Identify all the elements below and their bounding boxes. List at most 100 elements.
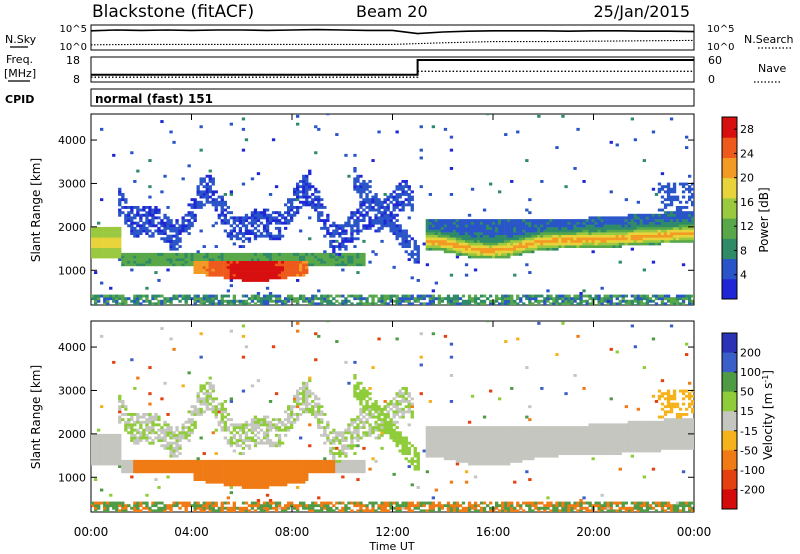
range-cell <box>326 302 330 305</box>
range-cell <box>139 224 143 228</box>
range-cell <box>241 268 246 272</box>
range-cell <box>133 226 137 230</box>
range-cell <box>130 268 134 272</box>
range-cell <box>232 219 237 222</box>
range-cell <box>498 255 502 259</box>
range-cell <box>151 302 155 305</box>
range-cell <box>259 475 264 479</box>
range-cell <box>118 234 122 238</box>
range-cell <box>691 299 694 303</box>
range-cell <box>633 232 638 235</box>
range-cell <box>241 462 246 466</box>
range-cell <box>380 239 384 243</box>
range-cell <box>305 394 309 398</box>
range-cell <box>271 472 276 476</box>
range-cell <box>675 239 680 243</box>
range-cell <box>142 260 146 264</box>
range-cell <box>178 444 182 448</box>
range-cell <box>639 213 644 217</box>
range-cell <box>205 198 209 202</box>
range-cell <box>600 234 604 238</box>
range-cell <box>510 250 514 254</box>
range-cell <box>121 195 125 199</box>
range-cell <box>262 258 267 261</box>
range-cell <box>419 148 423 152</box>
range-cell <box>618 224 622 228</box>
range-cell <box>296 504 300 508</box>
range-cell <box>136 413 140 416</box>
range-cell <box>591 219 595 222</box>
range-cell <box>151 467 155 471</box>
range-cell <box>666 232 671 235</box>
range-cell <box>537 219 541 222</box>
range-cell <box>172 242 176 246</box>
range-cell <box>277 234 282 238</box>
range-cell <box>217 258 221 261</box>
range-cell <box>145 260 149 264</box>
range-cell <box>190 462 194 466</box>
range-cell <box>136 459 140 463</box>
range-cell <box>495 224 499 228</box>
range-cell <box>154 206 158 209</box>
range-cell <box>600 216 604 220</box>
range-cell <box>154 224 158 228</box>
range-cell <box>332 250 336 254</box>
range-cell <box>558 221 562 225</box>
range-cell <box>648 234 653 238</box>
range-cell <box>259 486 264 489</box>
range-cell <box>685 211 689 215</box>
range-cell <box>160 229 164 233</box>
range-cell <box>290 470 294 474</box>
range-cell <box>91 232 95 235</box>
range-cell <box>121 255 125 259</box>
range-cell <box>615 226 619 230</box>
range-cell <box>431 297 436 301</box>
range-cell <box>274 441 279 445</box>
range-cell <box>495 226 499 230</box>
range-cell <box>262 462 267 466</box>
range-cell <box>356 252 360 256</box>
range-cell <box>287 260 291 264</box>
range-cell <box>199 467 203 471</box>
range-cell <box>579 219 583 222</box>
range-cell <box>320 297 324 301</box>
range-cell <box>178 226 182 230</box>
range-cell <box>507 221 511 225</box>
range-cell <box>678 221 683 225</box>
range-cell <box>277 263 282 267</box>
range-cell <box>97 294 101 298</box>
range-cell <box>353 180 357 183</box>
range-cell <box>317 198 321 202</box>
range-cell <box>470 255 475 259</box>
range-cell <box>654 302 659 305</box>
range-cell <box>341 299 345 303</box>
range-cell <box>223 255 228 259</box>
range-cell <box>302 177 306 181</box>
range-cell <box>169 130 173 134</box>
range-cell <box>531 229 535 233</box>
range-cell <box>262 302 267 305</box>
range-cell <box>428 229 433 233</box>
range-cell <box>265 229 270 233</box>
range-cell <box>244 299 249 303</box>
range-cell <box>259 216 264 220</box>
range-cell <box>169 506 173 510</box>
range-cell <box>513 302 517 305</box>
range-cell <box>464 245 469 248</box>
range-cell <box>591 239 595 243</box>
range-cell <box>229 459 234 463</box>
range-cell <box>229 229 234 233</box>
range-cell <box>103 302 107 305</box>
range-cell <box>181 177 185 181</box>
range-cell <box>320 255 324 259</box>
range-cell <box>296 190 300 194</box>
noise-tick-bottom-left: 10^0 <box>60 42 87 53</box>
range-cell <box>253 273 258 277</box>
range-cell <box>115 444 119 448</box>
range-cell <box>121 470 125 474</box>
range-cell <box>268 504 273 508</box>
range-cell <box>247 480 252 484</box>
range-cell <box>386 198 390 202</box>
range-cell <box>232 462 237 466</box>
